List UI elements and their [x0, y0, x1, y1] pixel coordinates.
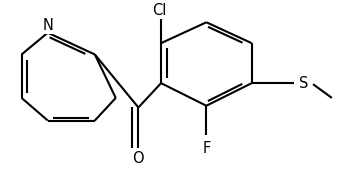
Text: F: F [202, 141, 210, 156]
Text: N: N [42, 18, 53, 33]
Text: O: O [133, 151, 144, 166]
Text: Cl: Cl [152, 3, 167, 18]
Text: S: S [299, 76, 308, 91]
